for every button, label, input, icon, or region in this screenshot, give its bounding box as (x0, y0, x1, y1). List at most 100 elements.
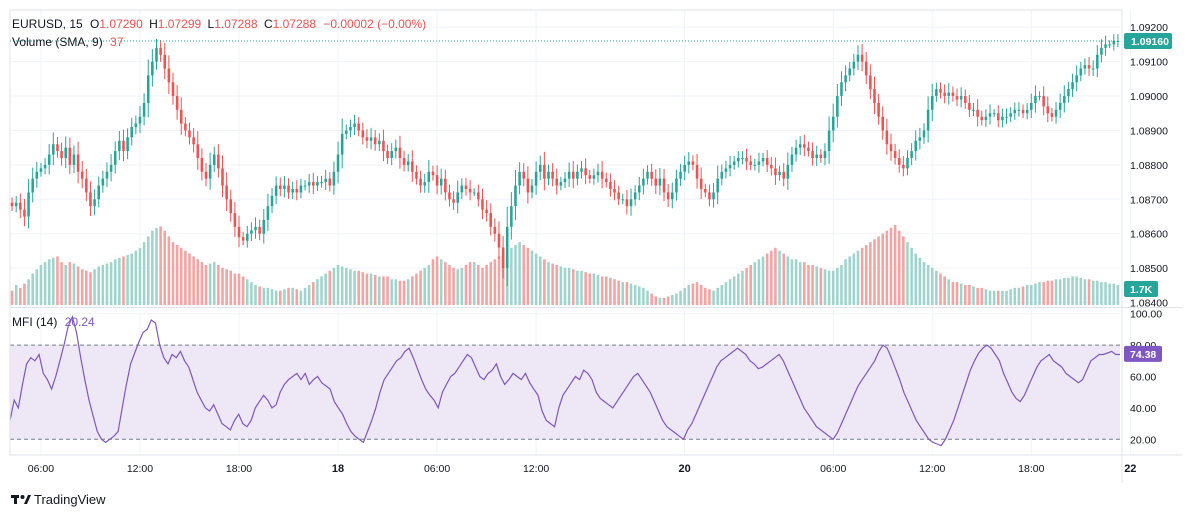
candle-body (365, 137, 369, 141)
legend-change: −0.00002 (−0.00%) (323, 17, 426, 31)
volume-bar (786, 256, 790, 305)
last-price-text: 1.09160 (1131, 36, 1169, 48)
volume-bar (881, 233, 885, 305)
volume-bar (225, 269, 228, 305)
candle-body (691, 161, 695, 165)
legend: EURUSD, 15 O1.07290 H1.07299 L1.07288 C1… (12, 17, 426, 329)
volume-bar (64, 265, 67, 305)
candle-body (287, 185, 290, 193)
volume-value: 37 (110, 35, 124, 49)
volume-bar (19, 287, 22, 305)
candle-body (1083, 65, 1087, 69)
candle-body (625, 199, 629, 207)
candle-body (229, 199, 233, 214)
mfi-tick-label: 60.00 (1130, 372, 1156, 384)
brand-name: TradingView (34, 492, 106, 507)
candle-body (233, 213, 237, 227)
candle-body (332, 171, 336, 186)
volume-bar (864, 245, 868, 305)
volume-bar (266, 287, 270, 305)
volume-bar (105, 263, 109, 305)
candle-body (398, 147, 402, 158)
candle-body (134, 123, 138, 128)
volume-bar (316, 279, 319, 305)
volume-bar (609, 277, 612, 305)
volume-bar (778, 250, 781, 305)
price-axis[interactable]: 1.09200 1.09100 1.09000 1.08900 1.08800 1.087… (10, 22, 1172, 310)
candle-body (390, 151, 393, 158)
volume-bar (460, 267, 464, 305)
volume-bar (757, 259, 761, 305)
candle-body (14, 202, 18, 207)
volume-bar (93, 269, 96, 305)
volume-bars (10, 225, 1120, 305)
legend-open: 1.07290 (99, 17, 143, 31)
volume-bar (85, 270, 88, 305)
volume-bar (312, 282, 315, 305)
candle-body (448, 192, 451, 200)
candle-body (534, 171, 538, 186)
volume-bar (844, 259, 847, 305)
candle-body (68, 147, 72, 165)
candle-body (996, 113, 1000, 121)
candle-body (299, 185, 303, 193)
volume-bar (52, 257, 55, 305)
candle-body (654, 178, 658, 186)
volume-bar (951, 282, 955, 305)
volume-bar (840, 265, 843, 305)
volume-bar (192, 256, 195, 305)
candle-body (918, 137, 922, 141)
brand-footer[interactable]: TradingView (11, 492, 106, 507)
volume-bar (992, 290, 996, 305)
candle-body (551, 171, 554, 179)
candle-body (716, 178, 719, 193)
volume-bar (687, 285, 691, 305)
volume-bar (345, 267, 348, 305)
volume-bar (427, 265, 431, 305)
candle-body (60, 151, 63, 158)
candle-body (807, 147, 810, 152)
volume-bar (163, 230, 167, 305)
volume-bar (229, 270, 233, 305)
volume-bar (27, 279, 30, 305)
volume-bar (732, 276, 736, 305)
candle-body (19, 202, 22, 210)
volume-bar (468, 262, 472, 305)
candle-body (724, 168, 728, 172)
volume-bar (299, 290, 303, 305)
volume-bar (526, 247, 530, 305)
volume-bar (336, 265, 340, 305)
candle-body (295, 188, 299, 193)
candle-body (955, 96, 959, 100)
candle-body (811, 151, 814, 158)
candle-body (906, 158, 909, 169)
volume-bar (142, 242, 146, 305)
volume-bar (671, 295, 674, 305)
candle-body (151, 61, 154, 76)
candle-body (770, 164, 773, 169)
candle-body (1079, 68, 1083, 76)
volume-bar (926, 265, 930, 305)
candle-body (699, 178, 703, 189)
candle-body (221, 168, 224, 186)
volume-bar (332, 267, 336, 305)
candle-body (737, 158, 740, 162)
candle-body (543, 164, 546, 179)
candle-body (926, 109, 930, 131)
volume-bar (708, 289, 711, 305)
time-axis[interactable]: 06:00 12:00 18:00 18 06:00 12:00 20 06:00 12:00 1… (28, 463, 1137, 475)
volume-bar (307, 285, 311, 305)
volume-bar (827, 270, 831, 305)
volume-bar (530, 250, 534, 305)
volume-bar (270, 289, 274, 305)
volume-bar (885, 230, 889, 305)
candle-body (617, 192, 620, 200)
candle-body (1038, 96, 1041, 98)
volume-bar (753, 262, 757, 305)
candle-body (514, 185, 517, 207)
time-tick-label: 06:00 (424, 463, 450, 475)
candle-body (650, 171, 653, 179)
candle-body (64, 147, 67, 158)
